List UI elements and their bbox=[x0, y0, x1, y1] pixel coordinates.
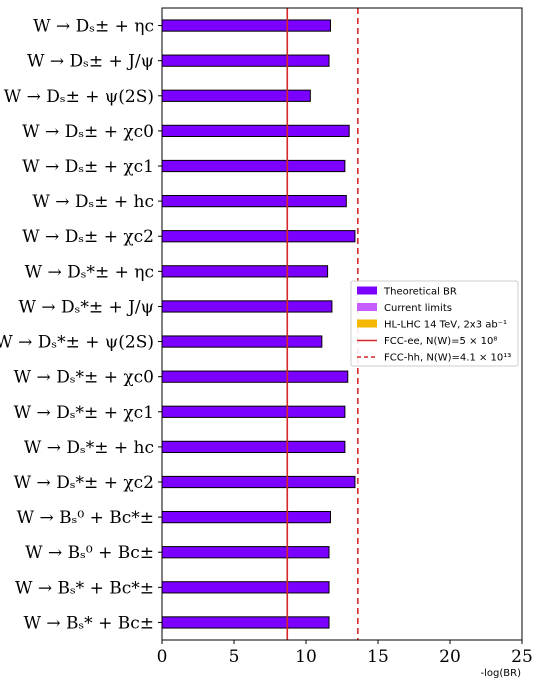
bar bbox=[161, 300, 333, 313]
category-label: W → Dₛ± + J/ψ bbox=[27, 52, 154, 72]
category-label: W → Dₛ*± + ψ(2S) bbox=[0, 333, 154, 353]
x-tick-label: 20 bbox=[439, 647, 461, 667]
bar bbox=[161, 370, 349, 383]
legend-label: FCC-ee, N(W)=5 × 10⁸ bbox=[384, 336, 497, 347]
x-tick-label: 5 bbox=[229, 647, 240, 667]
bar bbox=[161, 19, 331, 32]
bar bbox=[161, 335, 323, 348]
category-label: W → Dₛ± + ηc bbox=[33, 17, 154, 37]
x-tick-label: 0 bbox=[157, 647, 168, 667]
category-label: W → Dₛ± + ψ(2S) bbox=[4, 87, 154, 107]
plot-frame bbox=[161, 7, 523, 641]
legend-swatch bbox=[357, 286, 377, 295]
category-label: W → Dₛ± + hc bbox=[32, 192, 154, 212]
category-label: W → Dₛ*± + χc0 bbox=[14, 368, 154, 388]
category-label: W → Bₛ* + Bc*± bbox=[15, 578, 154, 598]
category-label: W → Dₛ*± + hc bbox=[24, 438, 154, 458]
bar bbox=[161, 475, 356, 489]
x-tick-label: 15 bbox=[367, 647, 389, 667]
x-tick-label: 25 bbox=[511, 647, 533, 667]
legend-label: HL-LHC 14 TeV, 2x3 ab⁻¹ bbox=[384, 320, 507, 331]
category-label: W → Bₛ⁰ + Bc± bbox=[25, 543, 154, 563]
category-label: W → Dₛ*± + ηc bbox=[25, 262, 154, 282]
bar bbox=[161, 194, 347, 208]
legend-label: FCC-hh, N(W)=4.1 × 10¹³ bbox=[384, 353, 511, 364]
bar bbox=[161, 405, 346, 418]
bar bbox=[161, 54, 330, 67]
bar bbox=[161, 546, 330, 559]
bar bbox=[161, 159, 346, 173]
legend-label: Current limits bbox=[384, 303, 452, 314]
legend-swatch bbox=[357, 319, 377, 328]
category-label: W → Dₛ*± + χc1 bbox=[14, 403, 154, 423]
bar bbox=[161, 230, 356, 243]
bars-layer bbox=[161, 19, 356, 629]
category-label: W → Bₛ* + Bc± bbox=[23, 613, 154, 633]
bar bbox=[161, 124, 350, 138]
bar bbox=[161, 581, 330, 594]
bar bbox=[161, 265, 329, 278]
category-label: W → Dₛ± + χc2 bbox=[22, 227, 154, 247]
reference-lines-layer bbox=[286, 8, 359, 640]
y-axis: W → Dₛ± + ηc W → Dₛ± + J/ψ W → Dₛ± + ψ(2S)… bbox=[0, 17, 162, 633]
x-axis-label: -log(BR) bbox=[481, 668, 522, 679]
category-label: W → Bₛ⁰ + Bc*± bbox=[17, 508, 154, 528]
legend-label: Theoretical BR bbox=[383, 287, 457, 298]
category-label: W → Dₛ*± + J/ψ bbox=[18, 297, 154, 317]
category-label: W → Dₛ*± + χc2 bbox=[14, 473, 154, 493]
bar bbox=[161, 616, 330, 629]
legend: Theoretical BR Current limits HL-LHC 14 Te… bbox=[350, 280, 519, 367]
legend-swatch bbox=[357, 303, 377, 311]
bar bbox=[161, 440, 346, 454]
legend-box bbox=[350, 280, 519, 367]
category-label: W → Dₛ± + χc0 bbox=[22, 122, 154, 142]
bar bbox=[161, 510, 331, 524]
x-axis: 0 5 10 15 20 25 bbox=[157, 640, 533, 667]
x-tick-label: 10 bbox=[295, 647, 317, 667]
category-label: W → Dₛ± + χc1 bbox=[22, 157, 154, 177]
